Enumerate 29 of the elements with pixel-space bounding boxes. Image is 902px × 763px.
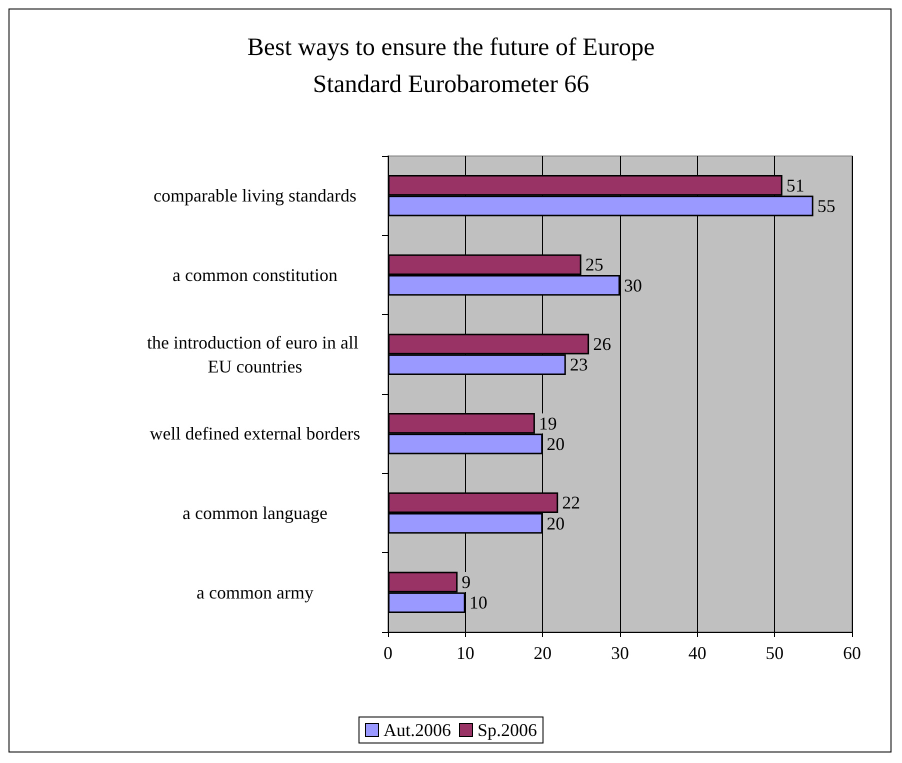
data-label: 30 <box>624 275 642 296</box>
y-tick-label: a common army <box>196 582 314 602</box>
data-label: 20 <box>546 434 565 454</box>
x-tick-label: 20 <box>534 643 552 663</box>
y-tick-label: a common constitution <box>172 265 338 285</box>
x-tick-label: 0 <box>384 643 392 663</box>
x-tick-label: 40 <box>688 643 706 663</box>
data-label: 26 <box>593 334 612 354</box>
data-label: 55 <box>817 196 836 216</box>
data-label: 19 <box>538 413 557 434</box>
x-tick-label: 10 <box>456 643 474 663</box>
y-tick-label: well defined external borders <box>150 424 360 444</box>
chart-subtitle: Standard Eurobarometer 66 <box>312 71 590 98</box>
x-tick-label: 60 <box>843 643 861 663</box>
data-label: 10 <box>469 592 488 613</box>
data-label: 22 <box>562 492 580 513</box>
data-label: 23 <box>570 354 588 375</box>
data-label: 51 <box>786 175 804 196</box>
legend-label: Sp.2006 <box>477 720 538 740</box>
data-label: 20 <box>546 513 565 534</box>
y-tick-label: a common language <box>182 503 328 523</box>
x-tick-label: 30 <box>611 643 629 663</box>
data-label: 25 <box>585 254 604 275</box>
x-tick-label: 50 <box>766 643 784 663</box>
chart-title: Best ways to ensure the future of Europe <box>247 34 655 61</box>
y-tick-label: comparable living standards <box>154 186 356 206</box>
y-tick-label: the introduction of euro in all EU countries <box>147 332 363 376</box>
data-label: 9 <box>462 572 471 592</box>
legend-label: Aut.2006 <box>383 720 451 740</box>
